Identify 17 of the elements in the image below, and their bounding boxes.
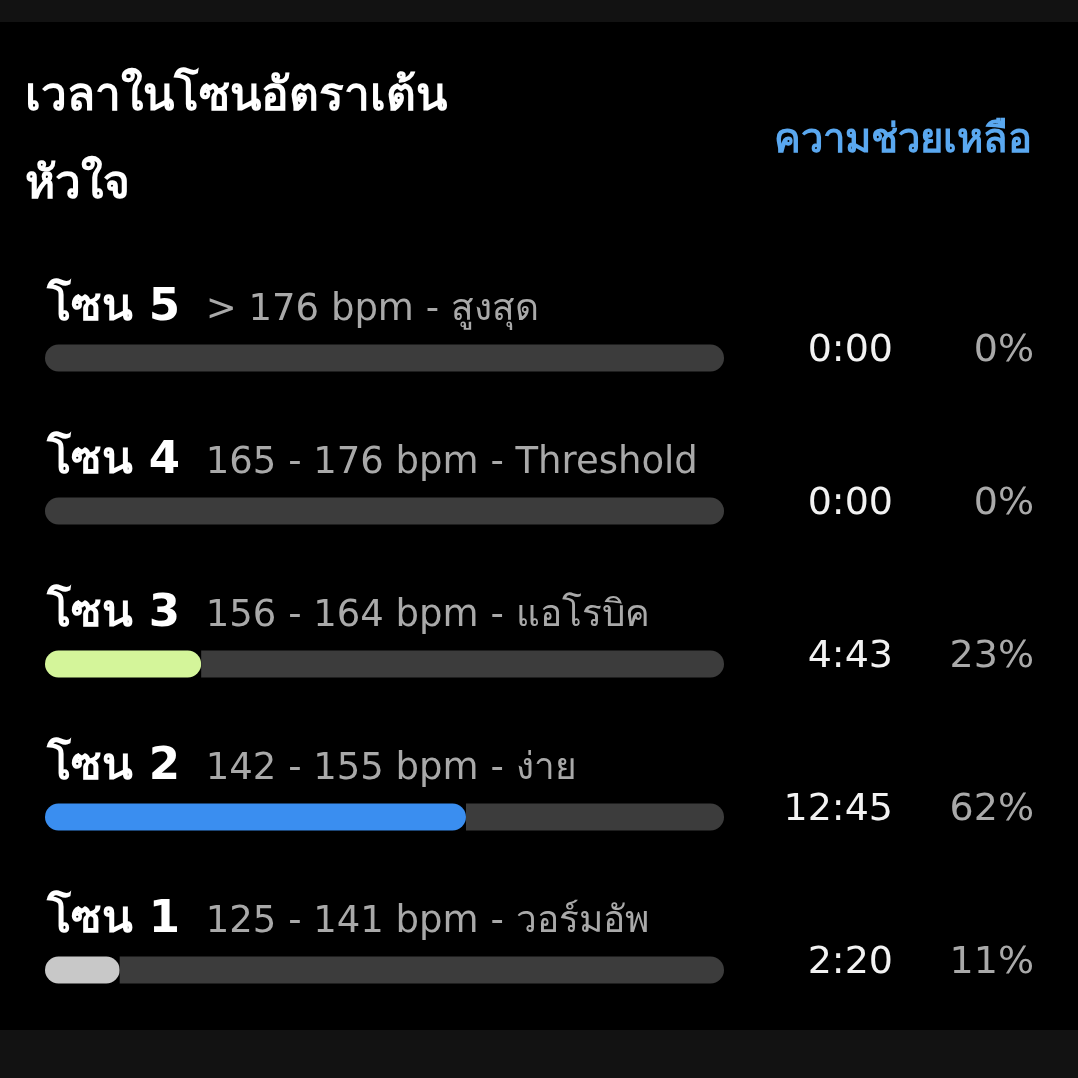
annotation: 4:43 <box>807 632 893 676</box>
category-label: โซน 5 > 176 bpm - สูงสุด <box>47 278 539 331</box>
annotation: 0:00 <box>807 326 893 370</box>
category-label: โซน 1 125 - 141 bpm - วอร์มอัพ <box>47 890 649 943</box>
value-label: 23% <box>949 632 1034 676</box>
annotation: 0:00 <box>807 479 893 523</box>
title: เวลาในโซนอัตราเต้นหัวใจ <box>25 66 448 211</box>
category-label: โซน 3 156 - 164 bpm - แอโรบิค <box>47 584 650 637</box>
value-label: 11% <box>949 938 1034 982</box>
value-label: 0% <box>973 326 1034 370</box>
value-label: 0% <box>973 479 1034 523</box>
category-label: โซน 2 142 - 155 bpm - ง่าย <box>47 737 577 790</box>
annotation: 12:45 <box>783 785 893 829</box>
link: ความช่วยเหลือ <box>774 115 1032 161</box>
category-label: โซน 4 165 - 176 bpm - Threshold <box>47 431 698 484</box>
value-label: 62% <box>949 785 1034 829</box>
annotation: 2:20 <box>807 938 893 982</box>
